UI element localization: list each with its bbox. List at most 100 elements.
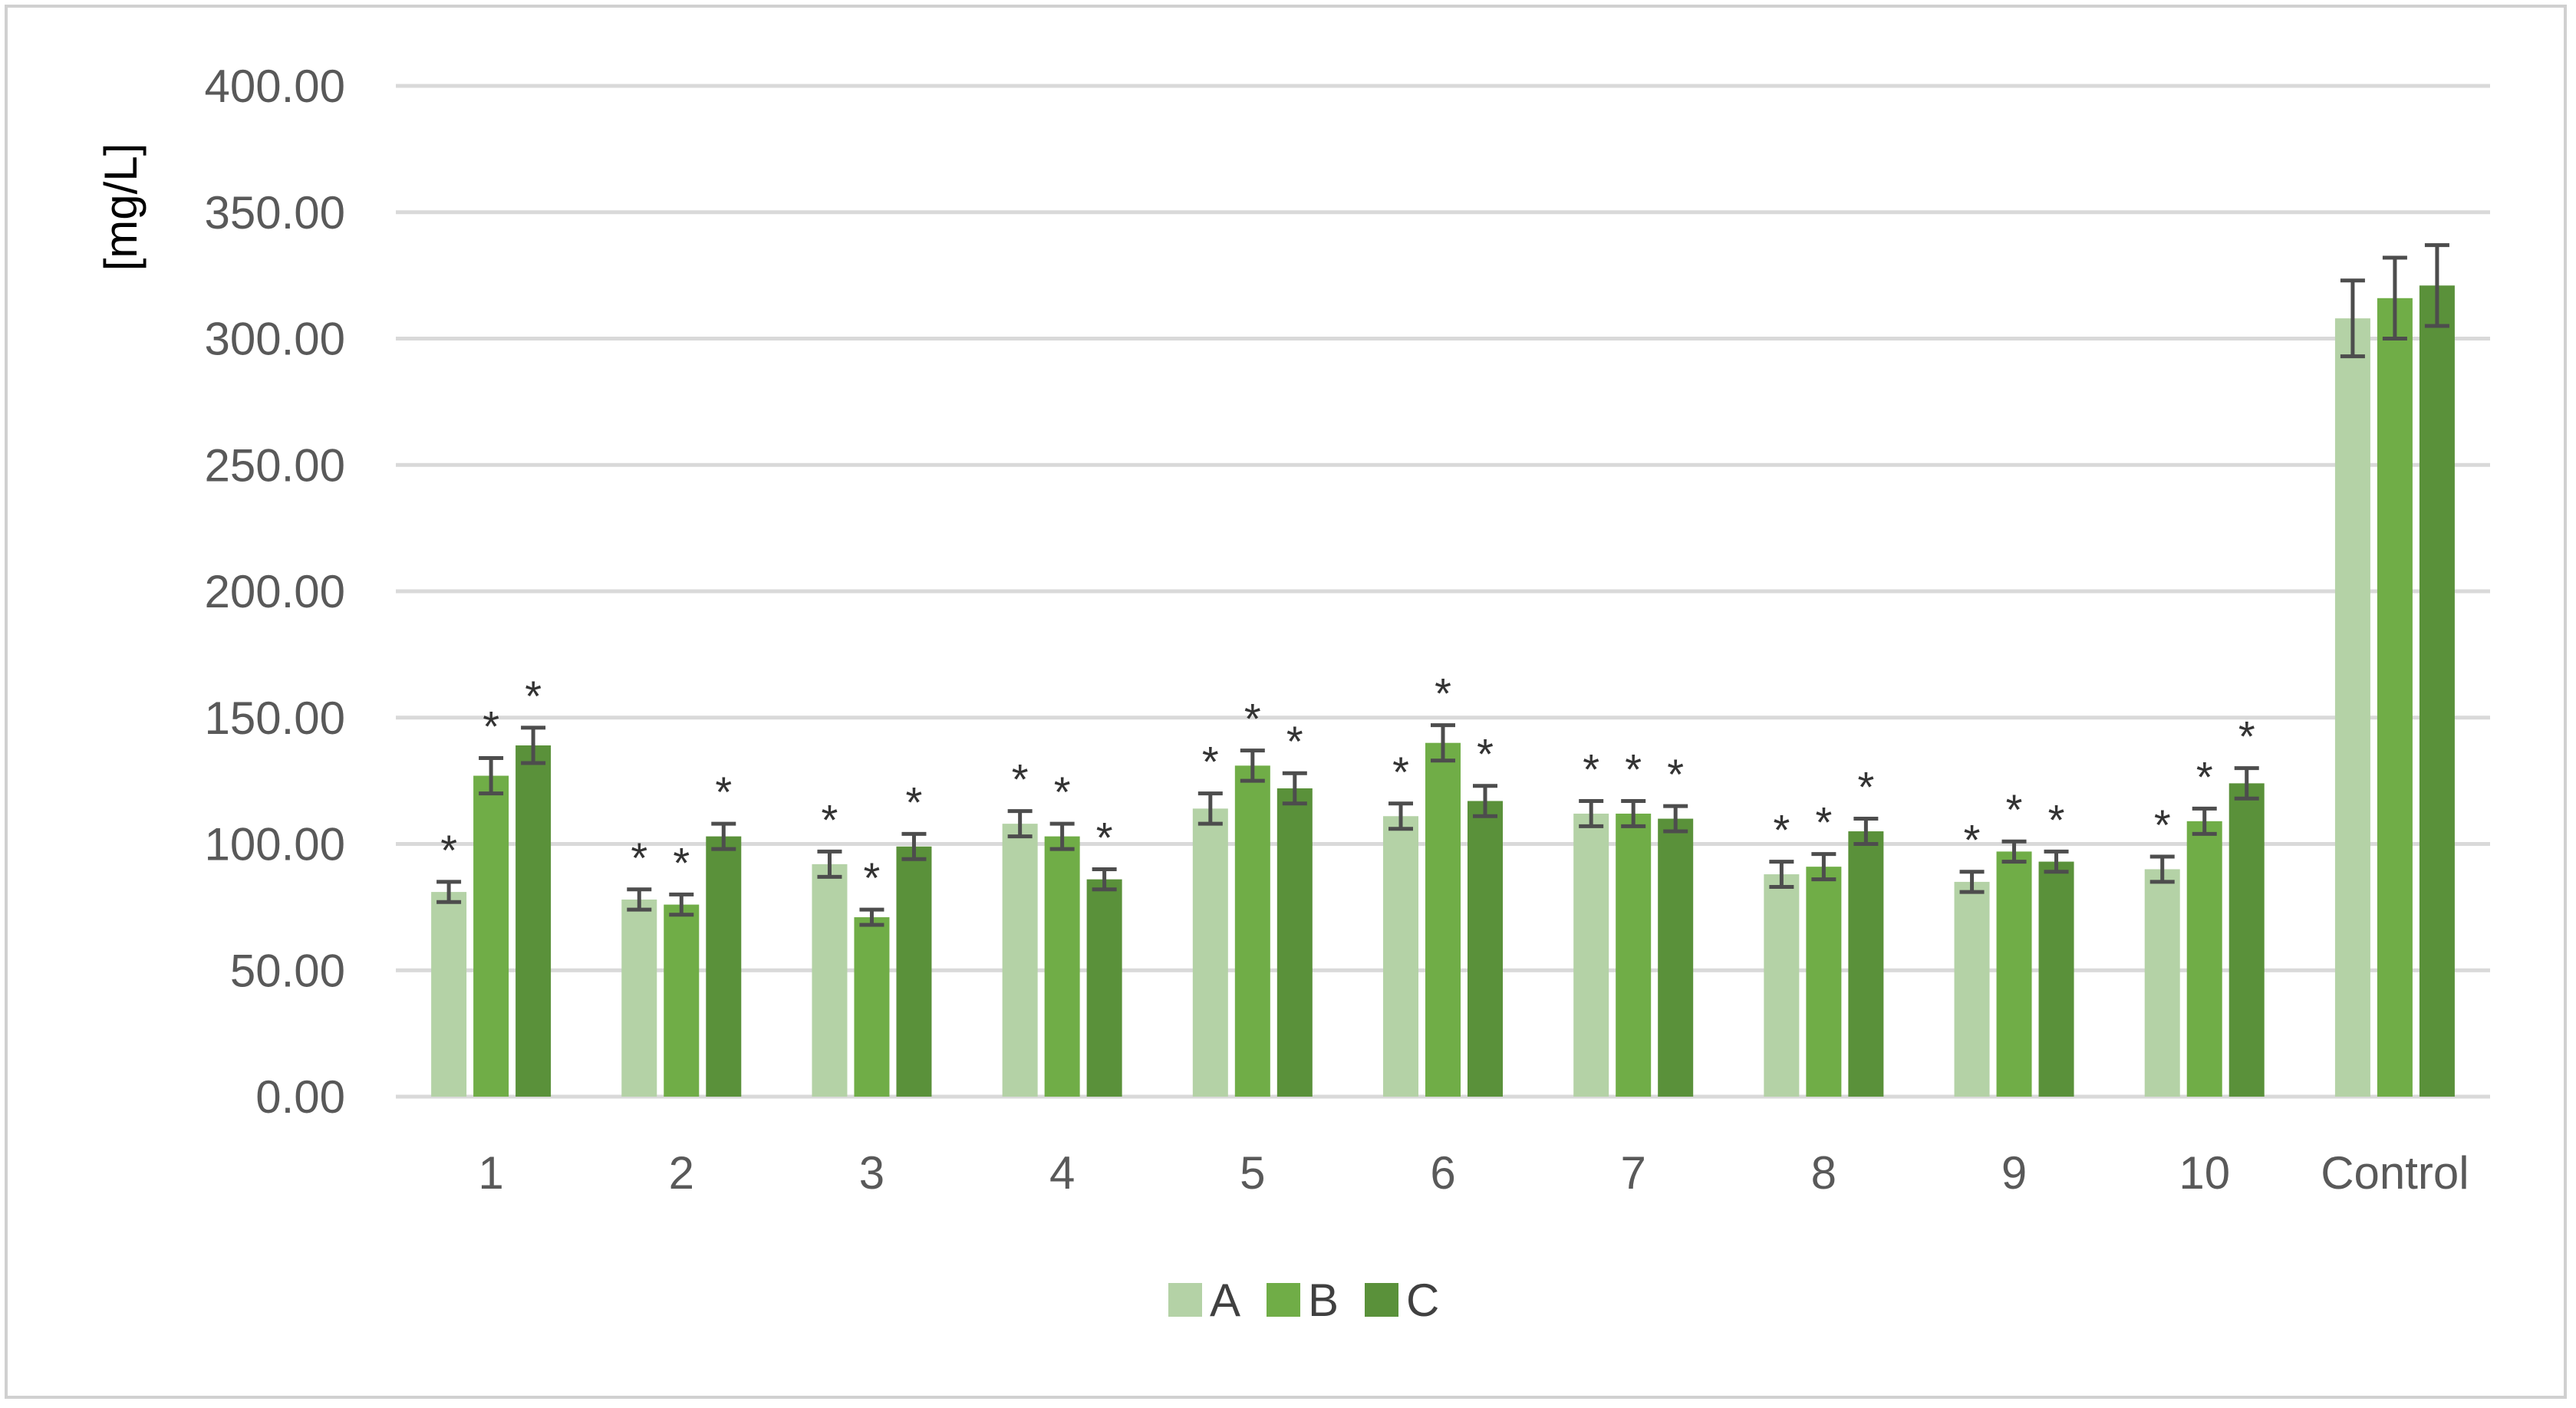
significance-star: * [1435, 669, 1451, 718]
legend-item-b: B [1267, 1275, 1339, 1326]
significance-star: * [1286, 717, 1303, 765]
bar-b [1044, 836, 1080, 1097]
x-tick-label: Control [2321, 1147, 2469, 1199]
significance-star: * [1625, 745, 1642, 793]
error-bar [2001, 839, 2027, 864]
significance-star: * [2048, 795, 2065, 844]
significance-star: * [1012, 755, 1029, 804]
error-bar [1240, 748, 1265, 783]
significance-star: * [2154, 801, 2171, 849]
bar-c [1848, 831, 1884, 1097]
x-tick-label: 1 [478, 1147, 503, 1199]
significance-star: * [631, 834, 647, 882]
bar-a [1764, 874, 1800, 1097]
bars [431, 285, 2455, 1097]
significance-star: * [1392, 748, 1409, 796]
bar-c [1468, 801, 1503, 1097]
chart-frame [5, 5, 2567, 1399]
significance-star: * [525, 672, 542, 720]
x-tick-label: 9 [2001, 1147, 2027, 1199]
bar-b [1806, 867, 1842, 1097]
bar-b [664, 904, 700, 1097]
y-tick-label: 350.00 [204, 187, 345, 239]
x-tick-label: 7 [1620, 1147, 1645, 1199]
bar-c [896, 846, 932, 1097]
error-bar [1811, 852, 1836, 882]
error-bar [521, 725, 546, 765]
bar-b [473, 775, 509, 1097]
significance-star: * [483, 702, 499, 750]
legend-item-a: A [1168, 1275, 1240, 1326]
significance-star: * [1857, 763, 1874, 811]
error-bar [901, 831, 927, 861]
significance-star: * [715, 768, 732, 816]
error-bar [817, 849, 842, 879]
significance-star: * [440, 826, 457, 874]
x-tick-label: 3 [859, 1147, 884, 1199]
bar-a [2144, 869, 2180, 1097]
error-bars [436, 243, 2449, 927]
significance-star: * [2238, 712, 2255, 761]
significance-star: * [1815, 798, 1832, 847]
error-bar [2382, 255, 2407, 340]
error-bar [1049, 821, 1075, 851]
legend-swatch [1365, 1283, 1398, 1317]
bar-c [1658, 818, 1694, 1097]
error-bar [1431, 723, 1455, 763]
legend-swatch [1168, 1283, 1202, 1317]
bar-a [1192, 808, 1228, 1097]
significance-star: * [906, 778, 923, 826]
significance-star: * [1096, 813, 1113, 861]
error-bar [2424, 243, 2449, 328]
error-bar [436, 880, 462, 904]
bar-b [1616, 813, 1652, 1097]
error-bar [711, 821, 736, 851]
significance-star: * [1964, 816, 1981, 864]
significance-star: * [822, 795, 838, 844]
bar-a [1954, 881, 1990, 1097]
y-tick-label: 400.00 [204, 61, 345, 112]
significance-star: * [864, 854, 881, 902]
error-bar [1579, 798, 1604, 828]
bar-a [1573, 813, 1609, 1097]
bar-b [2186, 821, 2222, 1097]
error-bar [1663, 804, 1688, 834]
error-bar [1959, 870, 1985, 894]
bar-c [2419, 285, 2455, 1097]
error-bar [1853, 817, 1879, 846]
significance-star: * [1202, 738, 1219, 786]
error-bar [2149, 854, 2175, 884]
error-bar [1007, 809, 1033, 839]
legend: A B C [1168, 1275, 1439, 1326]
bar-c [2228, 783, 2265, 1097]
legend-swatch [1267, 1283, 1300, 1317]
bar-c [1276, 788, 1313, 1097]
error-bar [1092, 867, 1117, 892]
error-bar [2340, 278, 2365, 359]
error-bar [1197, 791, 1223, 826]
y-tick-label: 300.00 [204, 314, 345, 365]
legend-label: C [1406, 1275, 1439, 1326]
x-tick-label: 10 [2179, 1147, 2230, 1199]
x-tick-label: 2 [669, 1147, 694, 1199]
legend-item-c: C [1365, 1275, 1439, 1326]
bar-b [1425, 742, 1461, 1097]
significance-star: * [1773, 806, 1790, 854]
bar-c [706, 836, 742, 1097]
error-bar [1282, 771, 1307, 806]
x-axis-ticks: 1 2 3 4 5 6 7 8 9 10 Control [478, 1147, 2469, 1199]
bar-c [516, 745, 552, 1097]
y-axis-label: [mg/L] [95, 143, 147, 271]
legend-label: A [1210, 1275, 1240, 1326]
error-bar [1769, 860, 1794, 890]
legend-label: B [1308, 1275, 1339, 1326]
x-tick-label: 5 [1240, 1147, 1265, 1199]
x-tick-label: 8 [1811, 1147, 1836, 1199]
y-tick-label: 200.00 [204, 566, 345, 617]
bar-a [1002, 824, 1038, 1097]
error-bar [2192, 806, 2217, 836]
bar-a [1383, 816, 1418, 1097]
gridlines [396, 84, 2490, 1099]
significance-star: * [1583, 745, 1599, 793]
